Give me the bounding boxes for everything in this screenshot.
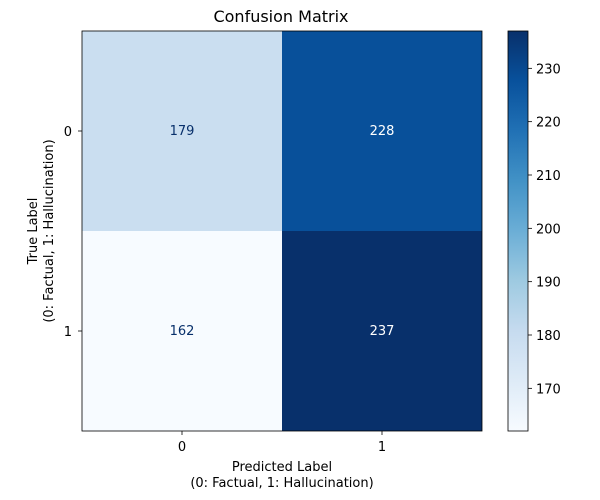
y-axis-label-line-1: True Label — [26, 198, 41, 266]
colorbar-tick-label: 190 — [536, 276, 561, 291]
colorbar-tick-label: 230 — [536, 62, 561, 77]
y-axis-label-line-2: (0: Factual, 1: Hallucination) — [42, 139, 57, 322]
colorbar-tick-label: 220 — [536, 116, 561, 131]
cell-value-label-1-0: 162 — [170, 324, 195, 339]
colorbar — [507, 30, 529, 432]
heatmap-frame — [81, 30, 483, 432]
colorbar-tick-label: 210 — [536, 169, 561, 184]
heatmap-cell-1-1 — [282, 231, 482, 431]
x-tick-label: 1 — [378, 440, 386, 455]
chart-title: Confusion Matrix — [213, 7, 348, 26]
heatmap-cell-0-1 — [282, 31, 482, 231]
cell-value-label-1-1: 237 — [370, 324, 395, 339]
colorbar-ticks: 170 180 190 200 210 220 230 — [528, 62, 561, 397]
y-axis-ticks: 01 — [64, 125, 82, 340]
y-tick-label: 0 — [64, 125, 72, 140]
y-tick-label: 1 — [64, 325, 72, 340]
colorbar-tick-label: 170 — [536, 382, 561, 397]
cell-value-label-0-0: 179 — [170, 124, 195, 139]
x-axis-label-line-1: Predicted Label — [232, 460, 332, 475]
colorbar-tick-label: 200 — [536, 222, 561, 237]
colorbar-tick-label: 180 — [536, 329, 561, 344]
cell-value-label-0-1: 228 — [370, 124, 395, 139]
heatmap-cell-1-0 — [82, 231, 282, 431]
heatmap-cells — [82, 31, 482, 431]
heatmap-cell-0-0 — [82, 31, 282, 231]
x-axis-label-line-2: (0: Factual, 1: Hallucination) — [190, 476, 373, 491]
heatmap-cell-labels: 179 228 162 237 — [170, 124, 395, 339]
x-tick-label: 0 — [178, 440, 186, 455]
